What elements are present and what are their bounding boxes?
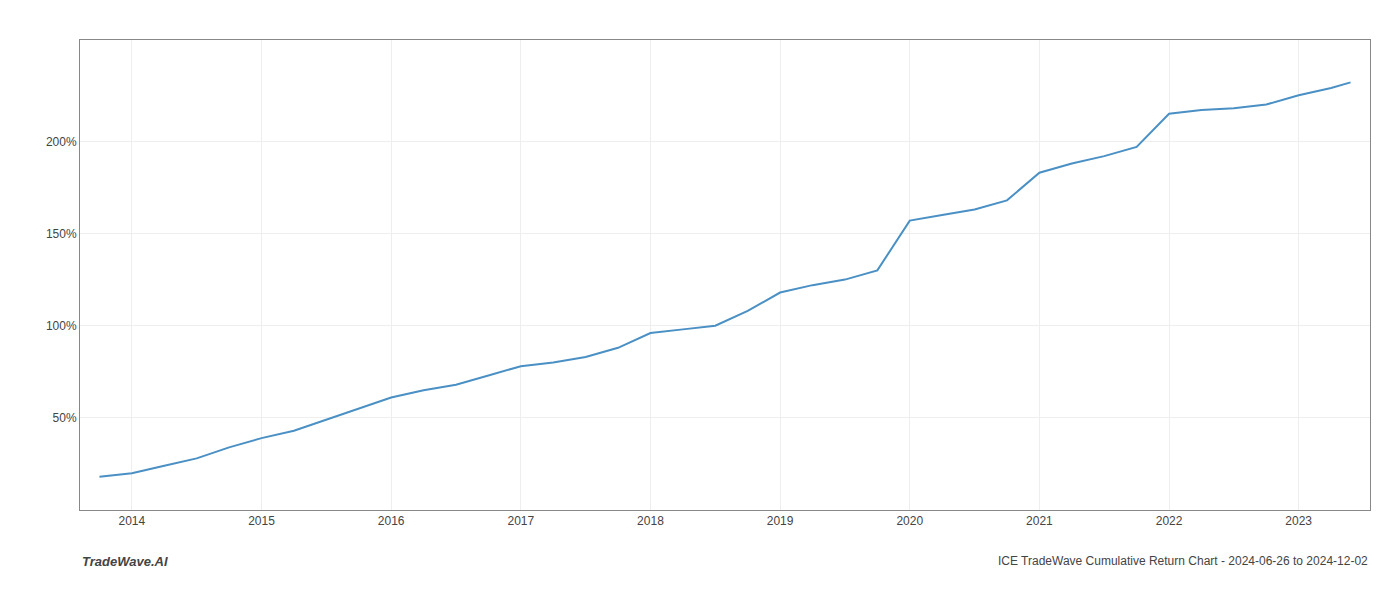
svg-text:2015: 2015: [248, 514, 275, 528]
svg-text:200%: 200%: [46, 135, 77, 149]
svg-text:100%: 100%: [46, 319, 77, 333]
svg-text:2019: 2019: [767, 514, 794, 528]
svg-text:TradeWave.AI: TradeWave.AI: [82, 554, 168, 569]
svg-text:2021: 2021: [1026, 514, 1053, 528]
svg-text:2023: 2023: [1285, 514, 1312, 528]
svg-text:2017: 2017: [507, 514, 534, 528]
svg-text:150%: 150%: [46, 227, 77, 241]
svg-text:2014: 2014: [119, 514, 146, 528]
svg-text:2016: 2016: [378, 514, 405, 528]
svg-text:50%: 50%: [53, 411, 77, 425]
svg-text:2018: 2018: [637, 514, 664, 528]
svg-text:2022: 2022: [1156, 514, 1183, 528]
svg-text:2020: 2020: [896, 514, 923, 528]
svg-text:ICE TradeWave Cumulative Retur: ICE TradeWave Cumulative Return Chart - …: [998, 554, 1368, 568]
